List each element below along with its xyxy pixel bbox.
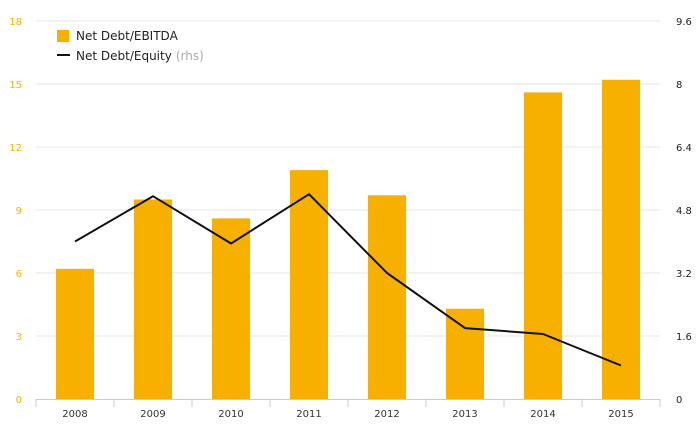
- line-series: [74, 193, 622, 367]
- bar-series: [56, 79, 640, 400]
- bar: [602, 79, 640, 400]
- x-tick-label: 2010: [218, 409, 243, 420]
- y-left-tick-label: 18: [9, 17, 22, 28]
- y-right-tick-label: 4.8: [676, 206, 692, 217]
- legend-label-line-note: (rhs): [176, 49, 204, 63]
- x-tick-label: 2011: [296, 409, 321, 420]
- legend-label-line-name: Net Debt/Equity: [76, 49, 172, 63]
- y-left-tick-label: 3: [16, 332, 22, 343]
- y-left-tick-label: 6: [16, 269, 22, 280]
- bar: [368, 195, 406, 399]
- y-left-tick-label: 0: [16, 395, 22, 406]
- legend-label-bar: Net Debt/EBITDA: [76, 29, 179, 43]
- y-right-tick-label: 1.6: [676, 332, 692, 343]
- gridlines: [36, 20, 660, 337]
- legend: Net Debt/EBITDA Net Debt/Equity (rhs): [57, 29, 204, 63]
- x-tick-label: 2012: [374, 409, 399, 420]
- bar: [134, 199, 172, 399]
- x-tick-label: 2015: [608, 409, 633, 420]
- bar: [446, 308, 484, 399]
- y-left-tick-label: 15: [9, 80, 22, 91]
- bar: [290, 170, 328, 399]
- y-right-tick-label: 6.4: [676, 143, 692, 154]
- y-right-tick-label: 9.6: [676, 17, 692, 28]
- legend-swatch-bar: [57, 30, 69, 42]
- line-path: [74, 193, 622, 367]
- y-right-tick-label: 3.2: [676, 269, 692, 280]
- bar: [524, 92, 562, 400]
- axes: 0 0 3 1.6 6 3.2 9 4.8 12 6.4 15 8 18 9.6 2008 2009 2010 2…: [9, 17, 692, 420]
- y-left-tick-label: 12: [9, 143, 22, 154]
- y-right-tick-label: 8: [676, 80, 682, 91]
- x-tick-label: 2013: [452, 409, 477, 420]
- bar: [56, 268, 94, 399]
- bar: [212, 218, 250, 399]
- y-left-tick-label: 9: [16, 206, 22, 217]
- x-tick-label: 2008: [62, 409, 87, 420]
- legend-label-line: Net Debt/Equity (rhs): [76, 49, 204, 63]
- y-right-tick-label: 0: [676, 395, 682, 406]
- x-tick-label: 2014: [530, 409, 555, 420]
- x-tick-label: 2009: [140, 409, 165, 420]
